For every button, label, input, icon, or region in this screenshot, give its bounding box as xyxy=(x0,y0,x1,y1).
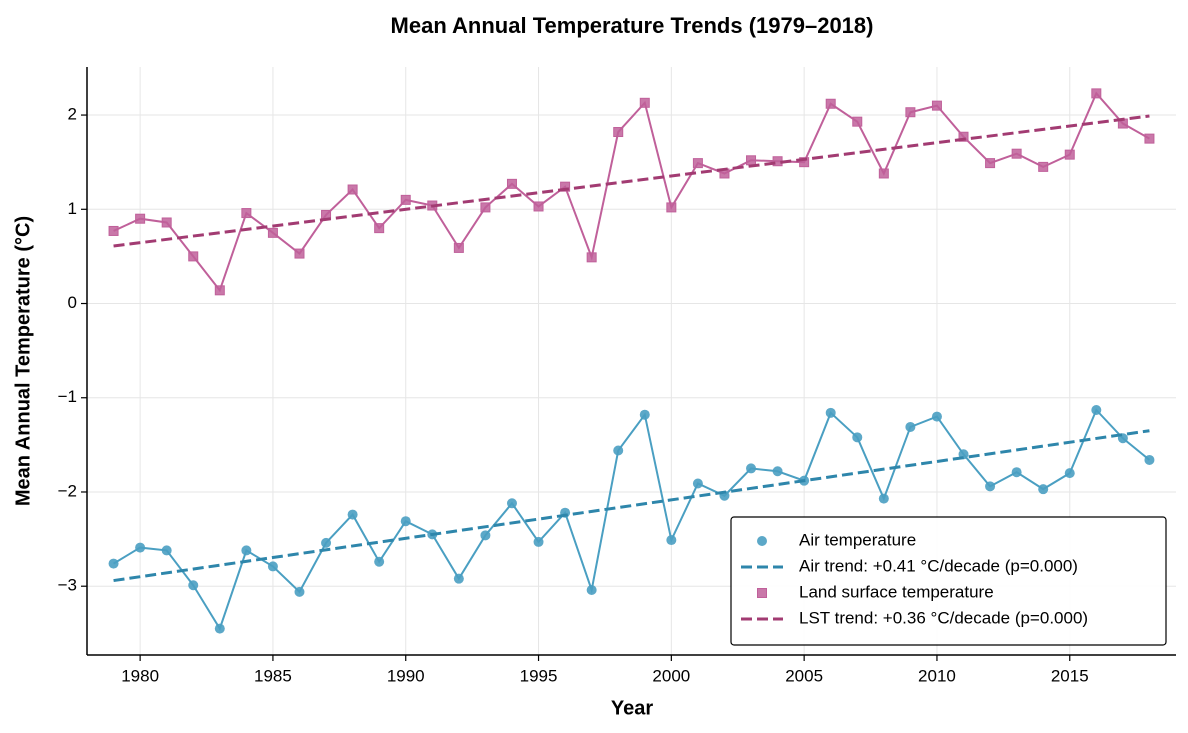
series-line xyxy=(113,408,1151,631)
marker xyxy=(480,202,491,213)
trend-line xyxy=(113,429,1150,583)
marker xyxy=(639,97,650,108)
marker xyxy=(985,481,996,492)
marker xyxy=(825,407,836,418)
marker xyxy=(1144,133,1155,144)
marker xyxy=(878,493,889,504)
legend-box xyxy=(730,516,1167,646)
series-line xyxy=(113,91,1150,293)
marker xyxy=(374,556,385,567)
y-tick-label: −3 xyxy=(58,576,77,595)
marker xyxy=(400,516,411,527)
y-tick-label: −2 xyxy=(58,481,77,500)
marker xyxy=(480,530,491,541)
marker xyxy=(639,409,650,420)
x-tick-label: 1985 xyxy=(254,666,292,685)
marker xyxy=(1064,149,1075,160)
marker xyxy=(1011,148,1022,159)
marker xyxy=(1064,468,1075,479)
y-tick-label: −1 xyxy=(58,387,77,406)
marker xyxy=(453,573,464,584)
marker xyxy=(108,558,119,569)
legend-label: Air trend: +0.41 °C/decade (p=0.000) xyxy=(799,556,1078,575)
marker xyxy=(267,561,278,572)
marker xyxy=(241,545,252,556)
marker xyxy=(188,251,199,262)
marker xyxy=(746,463,757,474)
marker xyxy=(506,178,517,189)
marker xyxy=(613,445,624,456)
legend-label: Land surface temperature xyxy=(799,582,994,601)
marker xyxy=(453,242,464,253)
legend-swatch xyxy=(757,588,767,598)
y-tick-label: 1 xyxy=(68,199,77,218)
y-axis-label: Mean Annual Temperature (°C) xyxy=(12,216,34,506)
marker xyxy=(533,536,544,547)
y-tick-label: 2 xyxy=(68,105,77,124)
marker xyxy=(586,252,597,263)
marker xyxy=(188,580,199,591)
x-tick-label: 1980 xyxy=(121,666,159,685)
trend-line xyxy=(113,114,1150,248)
chart-title: Mean Annual Temperature Trends (1979–201… xyxy=(391,13,874,38)
marker xyxy=(294,248,305,259)
marker xyxy=(958,131,969,142)
marker xyxy=(666,535,677,546)
marker xyxy=(586,584,597,595)
marker xyxy=(985,158,996,169)
marker xyxy=(1011,467,1022,478)
marker xyxy=(1091,88,1102,99)
marker xyxy=(1091,405,1102,415)
marker xyxy=(931,100,942,111)
y-tick-label: 0 xyxy=(68,293,77,312)
marker xyxy=(613,127,624,138)
marker xyxy=(161,217,172,228)
legend-label: LST trend: +0.36 °C/decade (p=0.000) xyxy=(799,608,1088,627)
marker xyxy=(1038,161,1049,172)
marker xyxy=(374,223,385,234)
marker xyxy=(294,586,305,597)
marker xyxy=(241,208,252,219)
marker xyxy=(746,155,757,166)
marker xyxy=(905,107,916,118)
x-tick-label: 2015 xyxy=(1051,666,1089,685)
x-tick-label: 2010 xyxy=(918,666,956,685)
marker xyxy=(506,498,517,509)
marker xyxy=(321,537,332,548)
marker xyxy=(852,432,863,443)
marker xyxy=(267,227,278,238)
legend-swatch xyxy=(757,536,767,546)
legend-label: Air temperature xyxy=(799,530,916,549)
marker xyxy=(692,478,703,489)
marker xyxy=(161,545,172,556)
marker xyxy=(214,623,225,634)
marker xyxy=(1144,454,1155,465)
marker xyxy=(825,98,836,109)
marker xyxy=(135,542,146,553)
marker xyxy=(666,202,677,213)
marker xyxy=(931,411,942,422)
x-tick-label: 1990 xyxy=(387,666,425,685)
marker xyxy=(1038,484,1049,495)
marker xyxy=(878,168,889,179)
marker xyxy=(108,225,119,236)
x-tick-label: 1995 xyxy=(520,666,558,685)
marker xyxy=(560,181,571,192)
marker xyxy=(347,509,358,520)
marker xyxy=(692,158,703,169)
x-tick-label: 2005 xyxy=(785,666,823,685)
marker xyxy=(852,116,863,127)
x-tick-label: 2000 xyxy=(652,666,690,685)
marker xyxy=(400,194,411,205)
marker xyxy=(799,157,810,168)
marker xyxy=(533,201,544,212)
x-axis-label: Year xyxy=(611,697,653,719)
marker xyxy=(347,184,358,195)
marker xyxy=(135,213,146,224)
marker xyxy=(772,466,783,477)
marker xyxy=(214,285,225,296)
marker xyxy=(905,421,916,432)
